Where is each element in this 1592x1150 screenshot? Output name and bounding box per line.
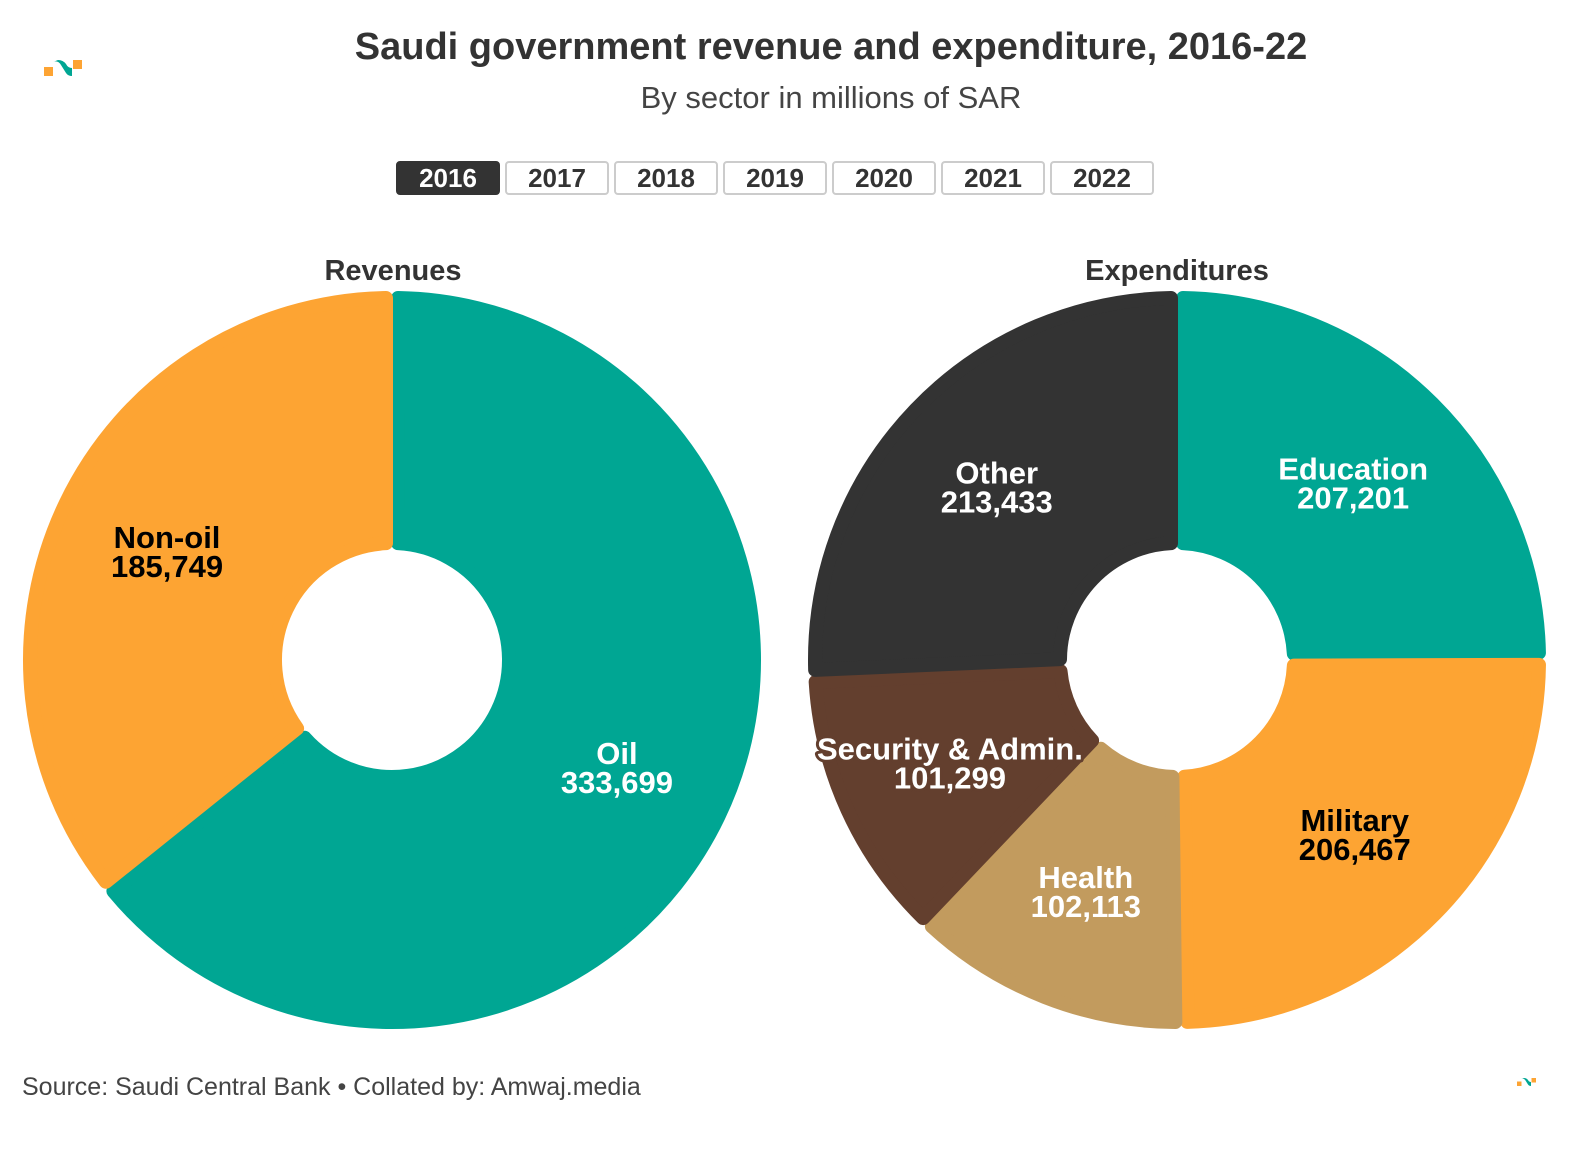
tab-2019[interactable]: 2019: [723, 161, 827, 195]
expenditures-slice-other[interactable]: [808, 291, 1178, 677]
year-tabs: 2016 2017 2018 2019 2020 2021 2022: [396, 161, 1154, 195]
revenues-label-oil: Oil 333,699: [561, 736, 673, 800]
expenditures-label-other: Other 213,433: [941, 455, 1053, 519]
revenues-title: Revenues: [324, 255, 462, 287]
expenditures-donut: Education 207,201 Military 206,467 Health 102…: [808, 291, 1546, 1029]
slice-value: 102,113: [1031, 889, 1141, 924]
revenues-donut: Oil 333,699 Non-oil 185,749: [23, 291, 761, 1029]
tab-2020[interactable]: 2020: [832, 161, 936, 195]
expenditures-slice-education[interactable]: [1176, 291, 1546, 661]
expenditures-label-health: Health 102,113: [1031, 860, 1141, 924]
tab-2016[interactable]: 2016: [396, 161, 500, 195]
slice-name: Health: [1038, 860, 1133, 895]
tab-2021[interactable]: 2021: [941, 161, 1045, 195]
expenditures-slice-military[interactable]: [1177, 657, 1546, 1029]
chart-subtitle: By sector in millions of SAR: [640, 80, 1022, 115]
slice-name: Oil: [596, 736, 637, 771]
slice-value: 213,433: [941, 484, 1053, 519]
expenditures-label-education: Education 207,201: [1278, 451, 1428, 515]
expenditures-slice-security-admin[interactable]: [808, 664, 1100, 926]
slice-name: Military: [1300, 803, 1409, 838]
slice-name: Non-oil: [114, 520, 221, 555]
tab-2018[interactable]: 2018: [614, 161, 718, 195]
amwaj-logo-icon: [44, 60, 82, 76]
slice-value: 185,749: [111, 549, 223, 584]
revenues-label-non-oil: Non-oil 185,749: [111, 520, 223, 584]
tab-2022[interactable]: 2022: [1050, 161, 1154, 195]
tab-2017[interactable]: 2017: [505, 161, 609, 195]
slice-value: 333,699: [561, 765, 673, 800]
slice-value: 101,299: [894, 760, 1006, 795]
chart-title: Saudi government revenue and expenditure…: [354, 26, 1308, 68]
revenues-slice-non-oil[interactable]: [23, 291, 394, 889]
amwaj-logo-small-icon: [1517, 1078, 1536, 1086]
source-note: Source: Saudi Central Bank • Collated by…: [22, 1073, 641, 1101]
expenditures-label-security-admin: Security & Admin. 101,299: [817, 731, 1083, 795]
expenditures-label-military: Military 206,467: [1299, 803, 1411, 867]
slice-name: Other: [955, 455, 1038, 490]
revenues-slice-oil[interactable]: [106, 291, 761, 1029]
expenditures-title: Expenditures: [1085, 255, 1269, 287]
slice-value: 206,467: [1299, 832, 1411, 867]
slice-value: 207,201: [1297, 480, 1409, 515]
slice-name: Security & Admin.: [817, 731, 1083, 766]
expenditures-slice-health[interactable]: [924, 741, 1183, 1029]
slice-name: Education: [1278, 451, 1428, 486]
